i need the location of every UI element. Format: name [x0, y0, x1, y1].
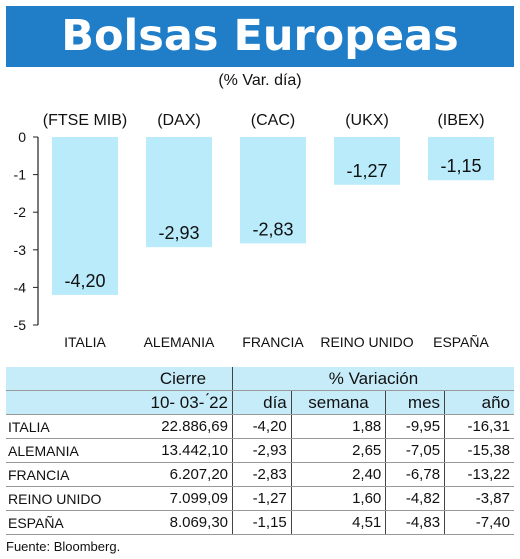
value-cell: 1,88: [290, 414, 386, 439]
bar: [240, 137, 306, 244]
value-cell: 2,65: [290, 438, 386, 463]
header-date: 10- 03- ́22: [134, 390, 233, 415]
y-tick-label: -4: [14, 279, 27, 295]
category-label: ESPAÑA: [433, 334, 489, 350]
table-row: ESPAÑA 8.069,30 -1,15 4,51 -4,83 -7,40: [6, 510, 514, 535]
value-cell: 8.069,30: [134, 510, 233, 535]
y-tick-label: 0: [18, 129, 26, 145]
header-blank: [6, 367, 134, 391]
value-cell: 7.099,09: [134, 486, 233, 511]
bar: [146, 137, 212, 248]
category-label: FRANCIA: [242, 334, 304, 350]
index-label: (IBEX): [437, 112, 484, 129]
header-cierre: Cierre: [134, 367, 233, 391]
table-header-row-2: 10- 03- ́22 día semana mes año: [6, 390, 514, 415]
value-cell: -15,38: [444, 438, 514, 463]
value-cell: -3,87: [444, 486, 514, 511]
table-row: REINO UNIDO 7.099,09 -1,27 1,60 -4,82 -3,87: [6, 486, 514, 511]
value-cell: -1,15: [232, 510, 292, 535]
value-cell: 22.886,69: [134, 414, 233, 439]
y-tick-label: -2: [14, 204, 27, 220]
table-row: ALEMANIA 13.442,10 -2,93 2,65 -7,05 -15,38: [6, 438, 514, 463]
page-title: Bolsas Europeas: [61, 11, 459, 61]
value-cell: -4,82: [385, 486, 445, 511]
title-banner: Bolsas Europeas: [6, 6, 514, 67]
value-cell: -7,05: [385, 438, 445, 463]
value-cell: -4,20: [232, 414, 292, 439]
header-ano: año: [444, 390, 514, 415]
value-cell: 13.442,10: [134, 438, 233, 463]
country-cell: ESPAÑA: [6, 510, 134, 535]
header-mes: mes: [385, 390, 445, 415]
market-table: Cierre % Variación 10- 03- ́22 día seman…: [6, 367, 514, 535]
header-blank-2: [6, 390, 134, 415]
bar-value-label: -1,27: [346, 161, 387, 181]
header-dia: día: [232, 390, 292, 415]
value-cell: -13,22: [444, 462, 514, 487]
y-tick-label: -3: [14, 242, 27, 258]
value-cell: -1,27: [232, 486, 292, 511]
bar-value-label: -2,83: [252, 219, 293, 239]
index-label: (FTSE MIB): [43, 112, 127, 129]
y-tick-label: -5: [14, 317, 27, 333]
index-label: (DAX): [157, 112, 201, 129]
chart-subtitle: (% Var. día): [218, 72, 302, 89]
header-variacion: % Variación: [232, 367, 514, 391]
value-cell: -4,83: [385, 510, 445, 535]
category-label: ALEMANIA: [144, 334, 215, 350]
bar-value-label: -2,93: [158, 223, 199, 243]
value-cell: -9,95: [385, 414, 445, 439]
bar-chart: 0 -1 -2 -3 -4 -5 -4,20 (FTSE MIB) ITALIA -2,93 (DA…: [14, 112, 494, 350]
category-label: REINO UNIDO: [320, 334, 413, 350]
header-semana: semana: [290, 390, 386, 415]
table-header-row-1: Cierre % Variación: [6, 367, 514, 391]
index-label: (UKX): [345, 112, 389, 129]
source-note: Fuente: Bloomberg.: [6, 539, 121, 554]
table-row: ITALIA 22.886,69 -4,20 1,88 -9,95 -16,31: [6, 414, 514, 439]
table-body: ITALIA 22.886,69 -4,20 1,88 -9,95 -16,31 ALEMA…: [6, 414, 514, 535]
value-cell: 2,40: [290, 462, 386, 487]
bar-value-label: -4,20: [64, 271, 105, 291]
value-cell: -7,40: [444, 510, 514, 535]
value-cell: 4,51: [290, 510, 386, 535]
table-row: FRANCIA 6.207,20 -2,83 2,40 -6,78 -13,22: [6, 462, 514, 487]
category-label: ITALIA: [64, 334, 106, 350]
value-cell: 1,60: [290, 486, 386, 511]
y-tick-label: -1: [14, 167, 27, 183]
bar-value-label: -1,15: [440, 156, 481, 176]
bar: [334, 137, 400, 185]
country-cell: ITALIA: [6, 414, 134, 439]
value-cell: -2,93: [232, 438, 292, 463]
bar: [428, 137, 494, 181]
value-cell: 6.207,20: [134, 462, 233, 487]
country-cell: REINO UNIDO: [6, 486, 134, 511]
index-label: (CAC): [251, 112, 295, 129]
value-cell: -2,83: [232, 462, 292, 487]
bar: [52, 137, 118, 295]
value-cell: -16,31: [444, 414, 514, 439]
country-cell: ALEMANIA: [6, 438, 134, 463]
value-cell: -6,78: [385, 462, 445, 487]
country-cell: FRANCIA: [6, 462, 134, 487]
